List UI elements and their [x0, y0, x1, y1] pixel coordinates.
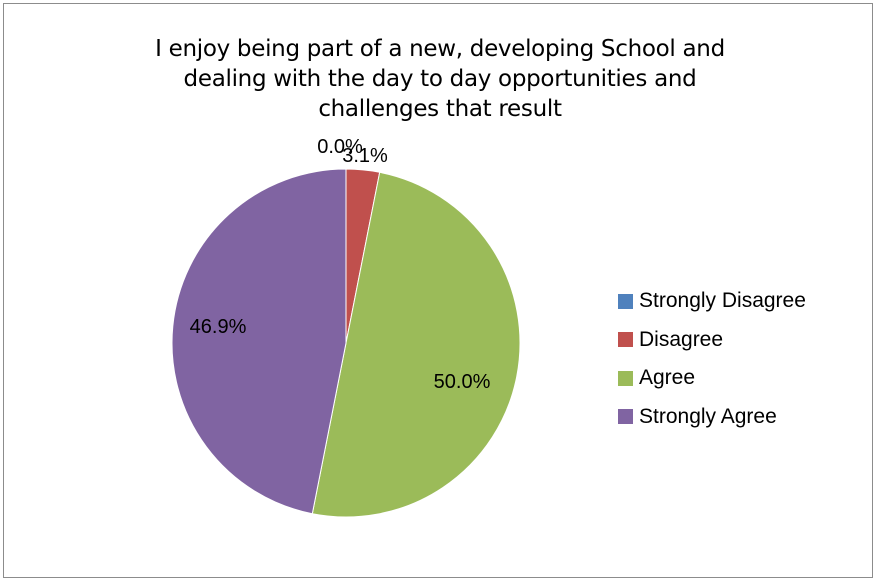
legend-swatch-strongly-disagree: [618, 293, 633, 309]
legend-item-strongly-agree: Strongly Agree: [618, 398, 806, 437]
data-label-disagree: 3.1%: [342, 145, 388, 167]
pie-slice-strongly-agree: [171, 168, 347, 515]
chart-title-line-2: dealing with the day to day opportunitie…: [183, 66, 697, 92]
legend-item-strongly-disagree: Strongly Disagree: [618, 282, 806, 321]
legend-label-agree: Agree: [639, 366, 696, 390]
chart-title-line-1: I enjoy being part of a new, developing …: [155, 36, 725, 62]
legend-label-strongly-agree: Strongly Agree: [639, 404, 777, 428]
legend: Strongly Disagree Disagree Agree Strongl…: [618, 282, 806, 436]
legend-item-agree: Agree: [618, 359, 806, 398]
legend-swatch-disagree: [618, 332, 633, 348]
legend-swatch-strongly-agree: [618, 409, 633, 425]
pie-slice-agree: [311, 171, 521, 518]
legend-label-disagree: Disagree: [639, 327, 724, 351]
data-label-strongly-disagree: 0.0%: [317, 136, 363, 158]
legend-label-strongly-disagree: Strongly Disagree: [639, 289, 806, 313]
data-label-strongly-agree: 46.9%: [190, 316, 247, 338]
legend-item-disagree: Disagree: [618, 321, 806, 360]
chart-title: I enjoy being part of a new, developing …: [60, 34, 820, 124]
legend-swatch-agree: [618, 370, 633, 386]
data-label-agree: 50.0%: [434, 371, 491, 393]
chart-title-line-3: challenges that result: [318, 96, 562, 122]
